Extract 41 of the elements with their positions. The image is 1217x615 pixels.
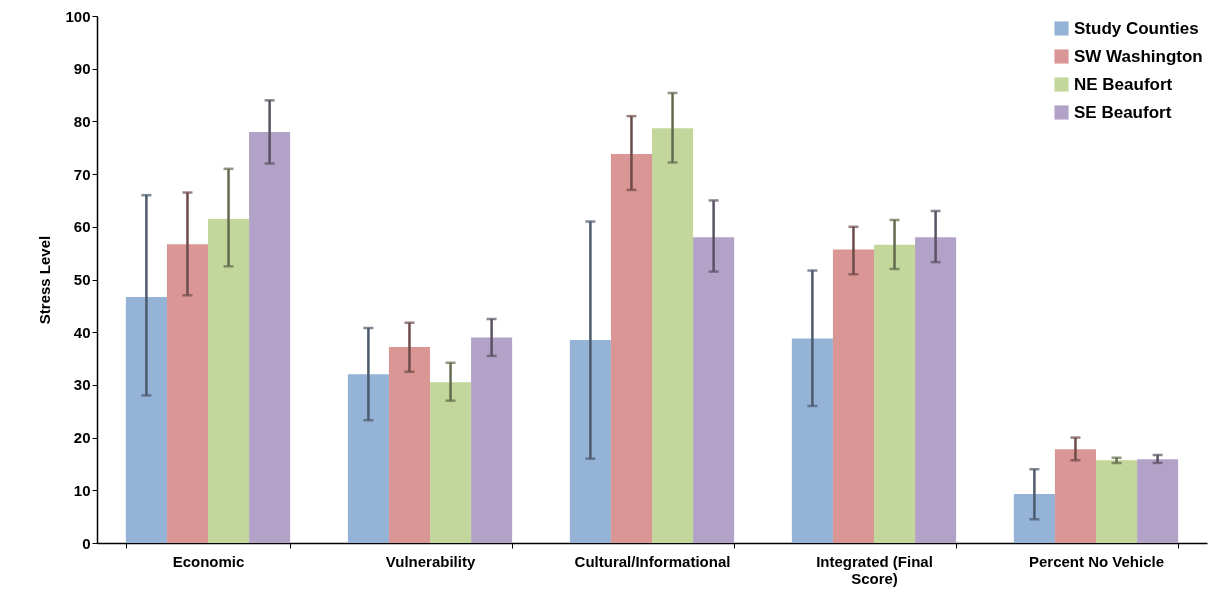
x-tick-label: Percent No Vehicle (1028, 552, 1165, 570)
legend-label: NE Beaufort (1074, 74, 1173, 94)
y-tick-label: 70 (73, 165, 91, 183)
bar (569, 340, 611, 543)
bar (652, 128, 694, 543)
bar (249, 131, 291, 543)
legend-label: Study Counties (1074, 18, 1199, 38)
bar (125, 296, 167, 543)
bar (471, 337, 513, 543)
y-tick-label: 30 (73, 376, 91, 394)
bar (430, 382, 472, 543)
y-tick-label: 50 (73, 271, 91, 288)
bar (1054, 449, 1096, 543)
x-tick-label: Vulnerability (385, 552, 476, 570)
bar (1096, 460, 1138, 543)
legend-label: SW Washington (1074, 46, 1203, 66)
x-tick-label: Economic (172, 552, 245, 570)
y-tick-label: 10 (73, 481, 91, 499)
bar (915, 237, 957, 543)
y-axis-title: Stress Level (36, 235, 54, 325)
y-tick-label: 60 (73, 218, 91, 236)
bar (166, 244, 208, 543)
y-tick-label: 40 (73, 323, 91, 341)
bar (347, 374, 389, 543)
bar (832, 249, 874, 543)
y-tick-label: 100 (65, 7, 91, 25)
bar (1013, 493, 1055, 543)
legend-label: SE Beaufort (1074, 102, 1172, 122)
x-tick-label: Cultural/Informational (574, 552, 731, 570)
bar (610, 154, 652, 543)
bar (208, 218, 250, 543)
x-tick-label: Integrated (Final Score) (816, 552, 933, 587)
bar (874, 244, 916, 543)
y-tick-label: 90 (73, 60, 91, 78)
y-tick-label: 80 (73, 112, 91, 130)
bar (791, 338, 833, 543)
bar (1137, 459, 1179, 543)
y-tick-label: 20 (73, 429, 91, 447)
y-tick-label: 0 (82, 534, 91, 552)
bar (693, 237, 735, 543)
bar (388, 346, 430, 543)
